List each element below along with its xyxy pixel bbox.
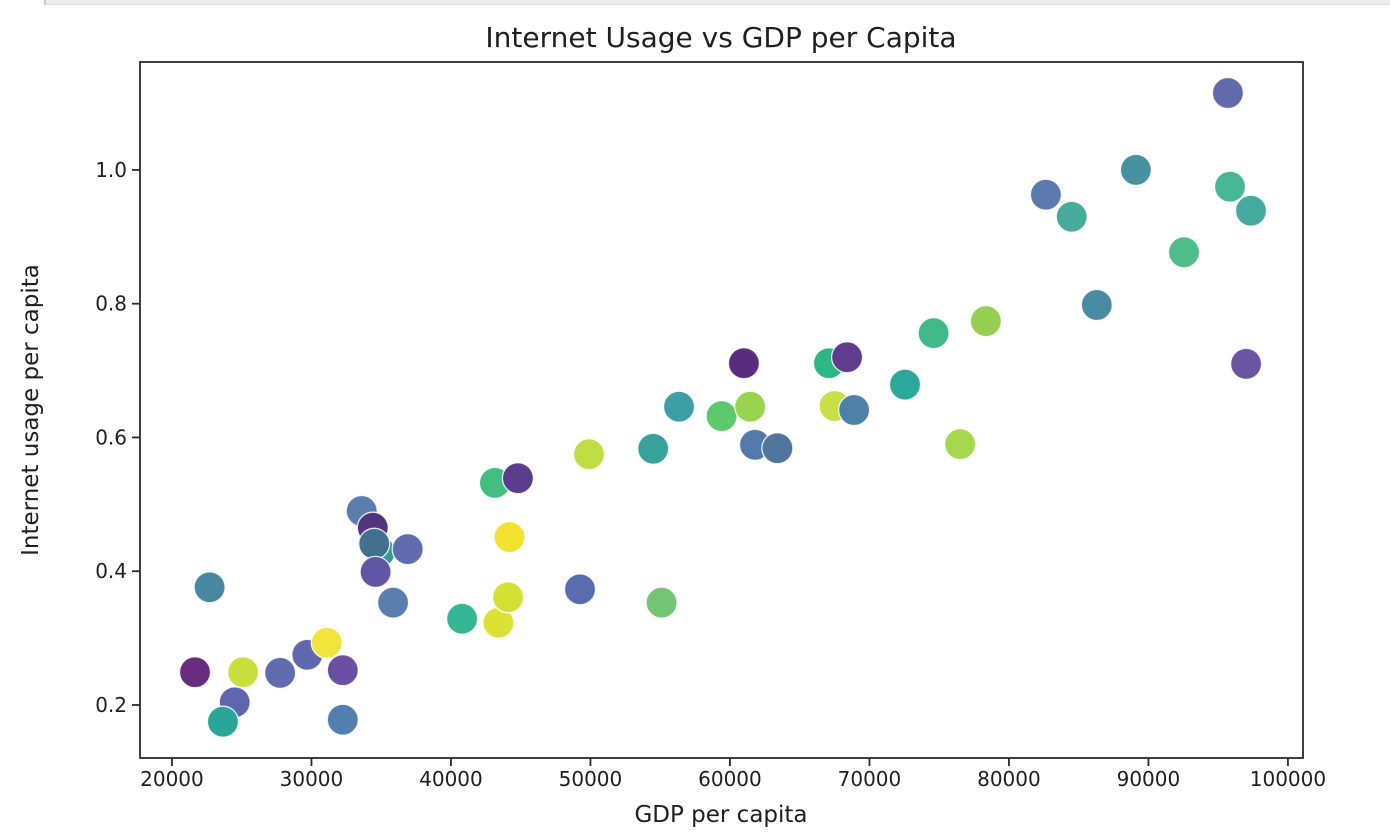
y-tick-label: 0.4	[95, 559, 127, 583]
scatter-point	[734, 390, 767, 423]
chart-title: Internet Usage vs GDP per Capita	[485, 21, 956, 54]
scatter-point	[376, 586, 410, 619]
scatter-point	[572, 438, 606, 471]
y-axis-label: Internet usage per capita	[18, 264, 44, 556]
scatter-point	[1119, 153, 1153, 187]
scatter-point	[761, 432, 794, 465]
scatter-point	[493, 520, 526, 554]
scatter-point	[193, 571, 226, 604]
scatter-point	[263, 656, 297, 690]
scatter-point	[310, 626, 343, 659]
x-axis-label: GDP per capita	[634, 802, 807, 828]
x-tick-label: 60000	[698, 767, 762, 791]
scatter-point	[358, 527, 391, 560]
scatter-point	[1080, 288, 1113, 322]
x-tick-label: 20000	[140, 767, 204, 791]
scatter-point	[359, 555, 392, 589]
x-axis-ticks: 20000 30000 40000 50000 60000 70000 80000 90000…	[140, 758, 1326, 791]
scatter-point	[491, 581, 525, 614]
x-tick-label: 40000	[419, 767, 483, 791]
scatter-point	[705, 399, 738, 433]
y-tick-label: 0.8	[95, 292, 127, 316]
scatter-point	[326, 654, 359, 687]
x-tick-label: 90000	[1117, 767, 1181, 791]
scatter-point	[226, 656, 260, 689]
scatter-point	[1234, 194, 1268, 227]
scatter-point	[888, 368, 922, 401]
y-tick-label: 0.6	[95, 425, 127, 449]
notebook-cell-divider	[44, 0, 1390, 5]
x-tick-label: 50000	[559, 767, 623, 791]
scatter-point	[178, 656, 212, 689]
scatter-point	[943, 427, 977, 461]
scatter-point	[1167, 236, 1201, 269]
scatter-point	[969, 304, 1003, 338]
y-tick-label: 1.0	[95, 158, 127, 182]
scatter-point	[637, 432, 670, 465]
y-axis-ticks: 0.2 0.4 0.6 0.8 1.0	[95, 158, 140, 717]
scatter-point	[917, 316, 950, 350]
scatter-point	[445, 602, 479, 635]
scatter-point	[830, 341, 864, 374]
scatter-point	[206, 705, 240, 738]
scatter-point	[1213, 170, 1247, 203]
scatter-point	[645, 586, 678, 619]
scatter-point	[391, 532, 424, 566]
scatter-point	[1211, 76, 1245, 110]
x-tick-label: 100000	[1250, 767, 1326, 791]
x-tick-label: 70000	[838, 767, 902, 791]
scatter-point	[501, 462, 535, 495]
x-tick-label: 80000	[977, 767, 1041, 791]
scatter-point	[662, 390, 696, 423]
x-tick-label: 30000	[280, 767, 344, 791]
scatter-point	[563, 573, 597, 606]
scatter-point	[727, 347, 761, 380]
scatter-point	[837, 393, 871, 427]
y-tick-label: 0.2	[95, 693, 127, 717]
plot-border	[139, 61, 1304, 759]
scatter-point	[1229, 347, 1263, 381]
scatter-point	[326, 703, 359, 736]
scatter-point	[1029, 178, 1063, 211]
scatter-point	[1055, 200, 1088, 233]
scatter-points	[178, 76, 1268, 738]
